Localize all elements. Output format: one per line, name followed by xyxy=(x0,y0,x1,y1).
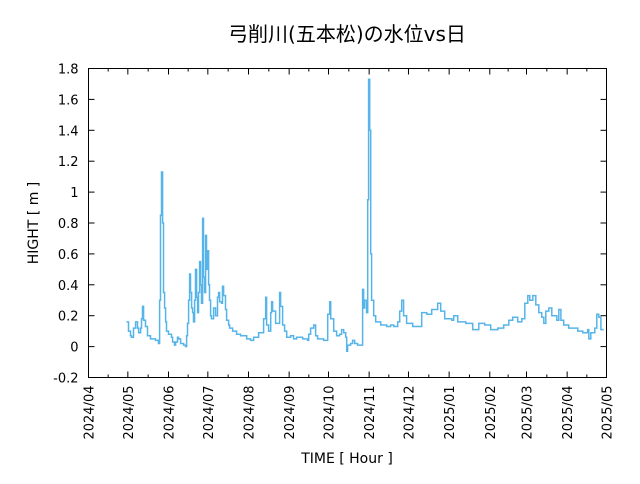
y-tick-label: 0 xyxy=(70,341,78,356)
x-tick-label: 2024/10 xyxy=(322,386,337,440)
x-tick-label: 2025/05 xyxy=(601,386,616,440)
y-axis: -0.2 0 0.2 0.4 0.6 0.8 1 1.2 1.4 1.6 1.8 xyxy=(53,63,607,387)
x-tick-label: 2025/03 xyxy=(521,386,536,440)
y-axis-label: HIGHT [ m ] xyxy=(26,182,42,265)
x-tick-label: 2024/05 xyxy=(122,386,137,440)
x-tick-label: 2024/11 xyxy=(363,386,378,440)
x-tick-label: 2024/12 xyxy=(402,386,417,440)
x-axis-label: TIME [ Hour ] xyxy=(300,451,393,467)
x-tick-label: 2024/09 xyxy=(283,386,298,440)
y-tick-label: -0.2 xyxy=(53,372,78,387)
y-tick-label: 1.2 xyxy=(58,155,79,170)
x-tick-label: 2025/04 xyxy=(561,386,576,440)
y-tick-label: 1.6 xyxy=(58,93,79,108)
x-tick-label: 2025/02 xyxy=(484,386,499,440)
x-tick-label: 2024/06 xyxy=(162,386,177,440)
x-axis: 2024/04 2024/05 2024/06 2024/07 2024/08 2024/… xyxy=(83,68,616,440)
y-tick-label: 1 xyxy=(70,186,78,201)
series-line-water-level xyxy=(126,78,604,352)
chart-title: 弓削川(五本松)の水位vs日 xyxy=(228,22,466,46)
y-tick-label: 1.4 xyxy=(58,124,79,139)
y-tick-label: 0.2 xyxy=(58,310,79,325)
y-tick-label: 0.4 xyxy=(58,279,79,294)
y-tick-label: 0.8 xyxy=(58,217,79,232)
x-tick-label: 2024/04 xyxy=(83,386,98,440)
x-tick-label: 2024/07 xyxy=(202,386,217,440)
x-tick-label: 2025/01 xyxy=(443,386,458,440)
y-tick-label: 1.8 xyxy=(58,63,79,78)
y-tick-label: 0.6 xyxy=(58,248,79,263)
x-tick-label: 2024/08 xyxy=(242,386,257,440)
